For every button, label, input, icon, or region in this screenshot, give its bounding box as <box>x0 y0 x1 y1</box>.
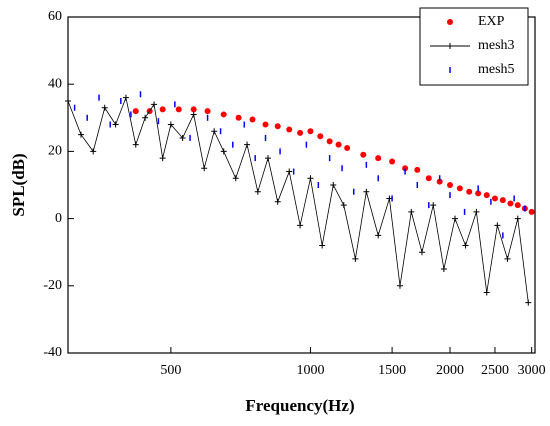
data-point <box>494 222 501 229</box>
data-point <box>525 299 532 306</box>
data-point <box>142 114 149 121</box>
data-point <box>151 101 158 108</box>
data-point <box>179 134 186 141</box>
data-point <box>514 215 521 222</box>
legend-label: mesh5 <box>478 62 515 77</box>
data-point <box>317 133 324 140</box>
data-point <box>491 195 498 202</box>
data-point <box>330 182 337 188</box>
data-point <box>159 155 166 162</box>
data-point <box>462 242 469 249</box>
data-point <box>396 282 403 289</box>
data-point <box>307 175 314 182</box>
x-tick-label: 500 <box>160 363 181 378</box>
data-point <box>483 192 490 199</box>
legend-label: EXP <box>478 14 505 29</box>
data-point <box>499 197 506 204</box>
x-tick-label: 1500 <box>378 363 406 378</box>
data-point <box>344 145 351 152</box>
data-point <box>440 266 447 272</box>
data-point <box>483 289 490 296</box>
data-point <box>360 151 367 158</box>
data-point <box>201 165 208 172</box>
data-point <box>475 190 482 197</box>
data-point <box>507 200 514 207</box>
data-point <box>402 165 409 172</box>
data-point <box>112 121 119 128</box>
data-point <box>418 249 425 256</box>
data-line <box>67 96 529 303</box>
data-point <box>340 202 347 209</box>
x-tick-label: 2500 <box>481 363 509 378</box>
plot-frame <box>67 16 536 354</box>
data-point <box>167 121 174 128</box>
data-point <box>504 255 511 262</box>
data-point <box>352 255 359 262</box>
data-point <box>307 128 314 135</box>
data-point <box>297 129 304 136</box>
data-point <box>101 104 108 111</box>
legend-marker <box>447 43 453 49</box>
data-point <box>122 94 129 101</box>
data-point <box>514 202 521 209</box>
data-point <box>265 155 272 162</box>
data-point <box>254 188 261 195</box>
data-point <box>335 141 342 148</box>
data-point <box>286 168 293 175</box>
data-point <box>65 98 71 104</box>
data-point <box>132 141 139 148</box>
y-tick-label: 0 <box>55 211 62 226</box>
data-point <box>235 114 242 121</box>
data-point <box>319 242 326 249</box>
data-point <box>436 178 443 185</box>
x-tick-label: 2000 <box>436 363 464 378</box>
data-point <box>408 208 415 215</box>
data-point <box>274 123 281 130</box>
y-tick-label: -20 <box>43 278 62 293</box>
y-tick-label: 40 <box>48 76 62 91</box>
data-point <box>204 108 211 115</box>
data-point <box>190 106 197 113</box>
data-point <box>274 198 281 205</box>
y-axis-label: SPL(dB) <box>9 153 28 216</box>
x-tick-label: 3000 <box>518 363 546 378</box>
data-point <box>451 215 458 222</box>
data-point <box>425 175 432 182</box>
data-point <box>473 208 480 215</box>
data-point <box>447 182 454 188</box>
legend-label: mesh3 <box>478 38 515 53</box>
x-tick-label: 1000 <box>296 363 324 378</box>
data-point <box>363 188 370 195</box>
data-point <box>211 128 218 135</box>
data-point <box>430 202 437 209</box>
data-point <box>414 166 421 173</box>
data-point <box>232 175 239 182</box>
y-tick-label: -40 <box>43 345 62 360</box>
data-point <box>456 185 463 192</box>
data-point <box>132 108 139 115</box>
data-point <box>90 148 97 155</box>
data-point <box>375 232 382 239</box>
data-point <box>175 106 182 113</box>
data-point <box>528 208 535 215</box>
data-point <box>220 148 227 155</box>
data-point <box>249 116 256 123</box>
y-tick-label: 60 <box>48 9 62 24</box>
data-point <box>220 111 227 118</box>
data-point <box>286 126 293 133</box>
data-point <box>244 141 251 148</box>
data-point <box>159 106 166 113</box>
legend-marker <box>447 19 453 25</box>
data-point <box>389 158 396 165</box>
y-tick-label: 20 <box>48 144 62 159</box>
data-point <box>466 188 473 195</box>
data-point <box>190 111 197 118</box>
data-point <box>262 121 269 128</box>
x-axis-label: Frequency(Hz) <box>245 396 354 415</box>
data-point <box>297 222 304 229</box>
data-point <box>375 155 382 162</box>
data-point <box>326 138 333 145</box>
data-point <box>77 131 84 138</box>
